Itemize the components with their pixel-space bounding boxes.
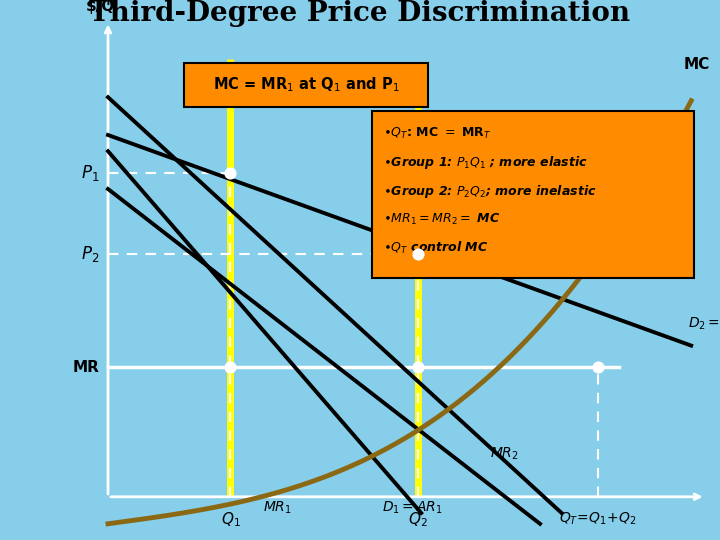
Point — [225, 363, 236, 372]
Text: $P_1$: $P_1$ — [81, 163, 99, 183]
Text: $MR_1$: $MR_1$ — [263, 500, 292, 516]
FancyBboxPatch shape — [372, 111, 694, 278]
Text: $\bullet$Group 2: $P_2Q_2$; more inelastic: $\bullet$Group 2: $P_2Q_2$; more inelast… — [383, 183, 597, 200]
Text: $Q_1$: $Q_1$ — [220, 510, 240, 529]
Text: $/Q: $/Q — [86, 0, 115, 14]
Point — [412, 249, 423, 258]
Point — [592, 363, 603, 372]
Text: MC = MR$_1$ at Q$_1$ and P$_1$: MC = MR$_1$ at Q$_1$ and P$_1$ — [212, 76, 400, 94]
Text: $\bullet Q_T$ control MC: $\bullet Q_T$ control MC — [383, 240, 488, 256]
Text: $D_2 = AR_2$: $D_2 = AR_2$ — [688, 316, 720, 332]
Text: $\bullet MR_1 = MR_2 =$ MC: $\bullet MR_1 = MR_2 =$ MC — [383, 212, 500, 227]
Text: $Q_T\!=\!Q_1\!+\!Q_2$: $Q_T\!=\!Q_1\!+\!Q_2$ — [559, 510, 636, 526]
Text: $Q_2$: $Q_2$ — [408, 510, 428, 529]
Text: $MR_2$: $MR_2$ — [490, 446, 518, 462]
Text: $\bullet Q_T$: MC $=$ MR$_T$: $\bullet Q_T$: MC $=$ MR$_T$ — [383, 126, 492, 141]
Text: Third-Degree Price Discrimination: Third-Degree Price Discrimination — [89, 0, 631, 27]
Point — [225, 168, 236, 177]
Text: MR: MR — [73, 360, 99, 375]
Text: $\bullet$Group 1: $P_1Q_1$ ; more elastic: $\bullet$Group 1: $P_1Q_1$ ; more elasti… — [383, 154, 588, 171]
Text: MC: MC — [684, 57, 710, 72]
Text: $D_1 = AR_1$: $D_1 = AR_1$ — [382, 500, 442, 516]
FancyBboxPatch shape — [184, 63, 428, 107]
Point — [412, 363, 423, 372]
Text: $P_2$: $P_2$ — [81, 244, 99, 264]
